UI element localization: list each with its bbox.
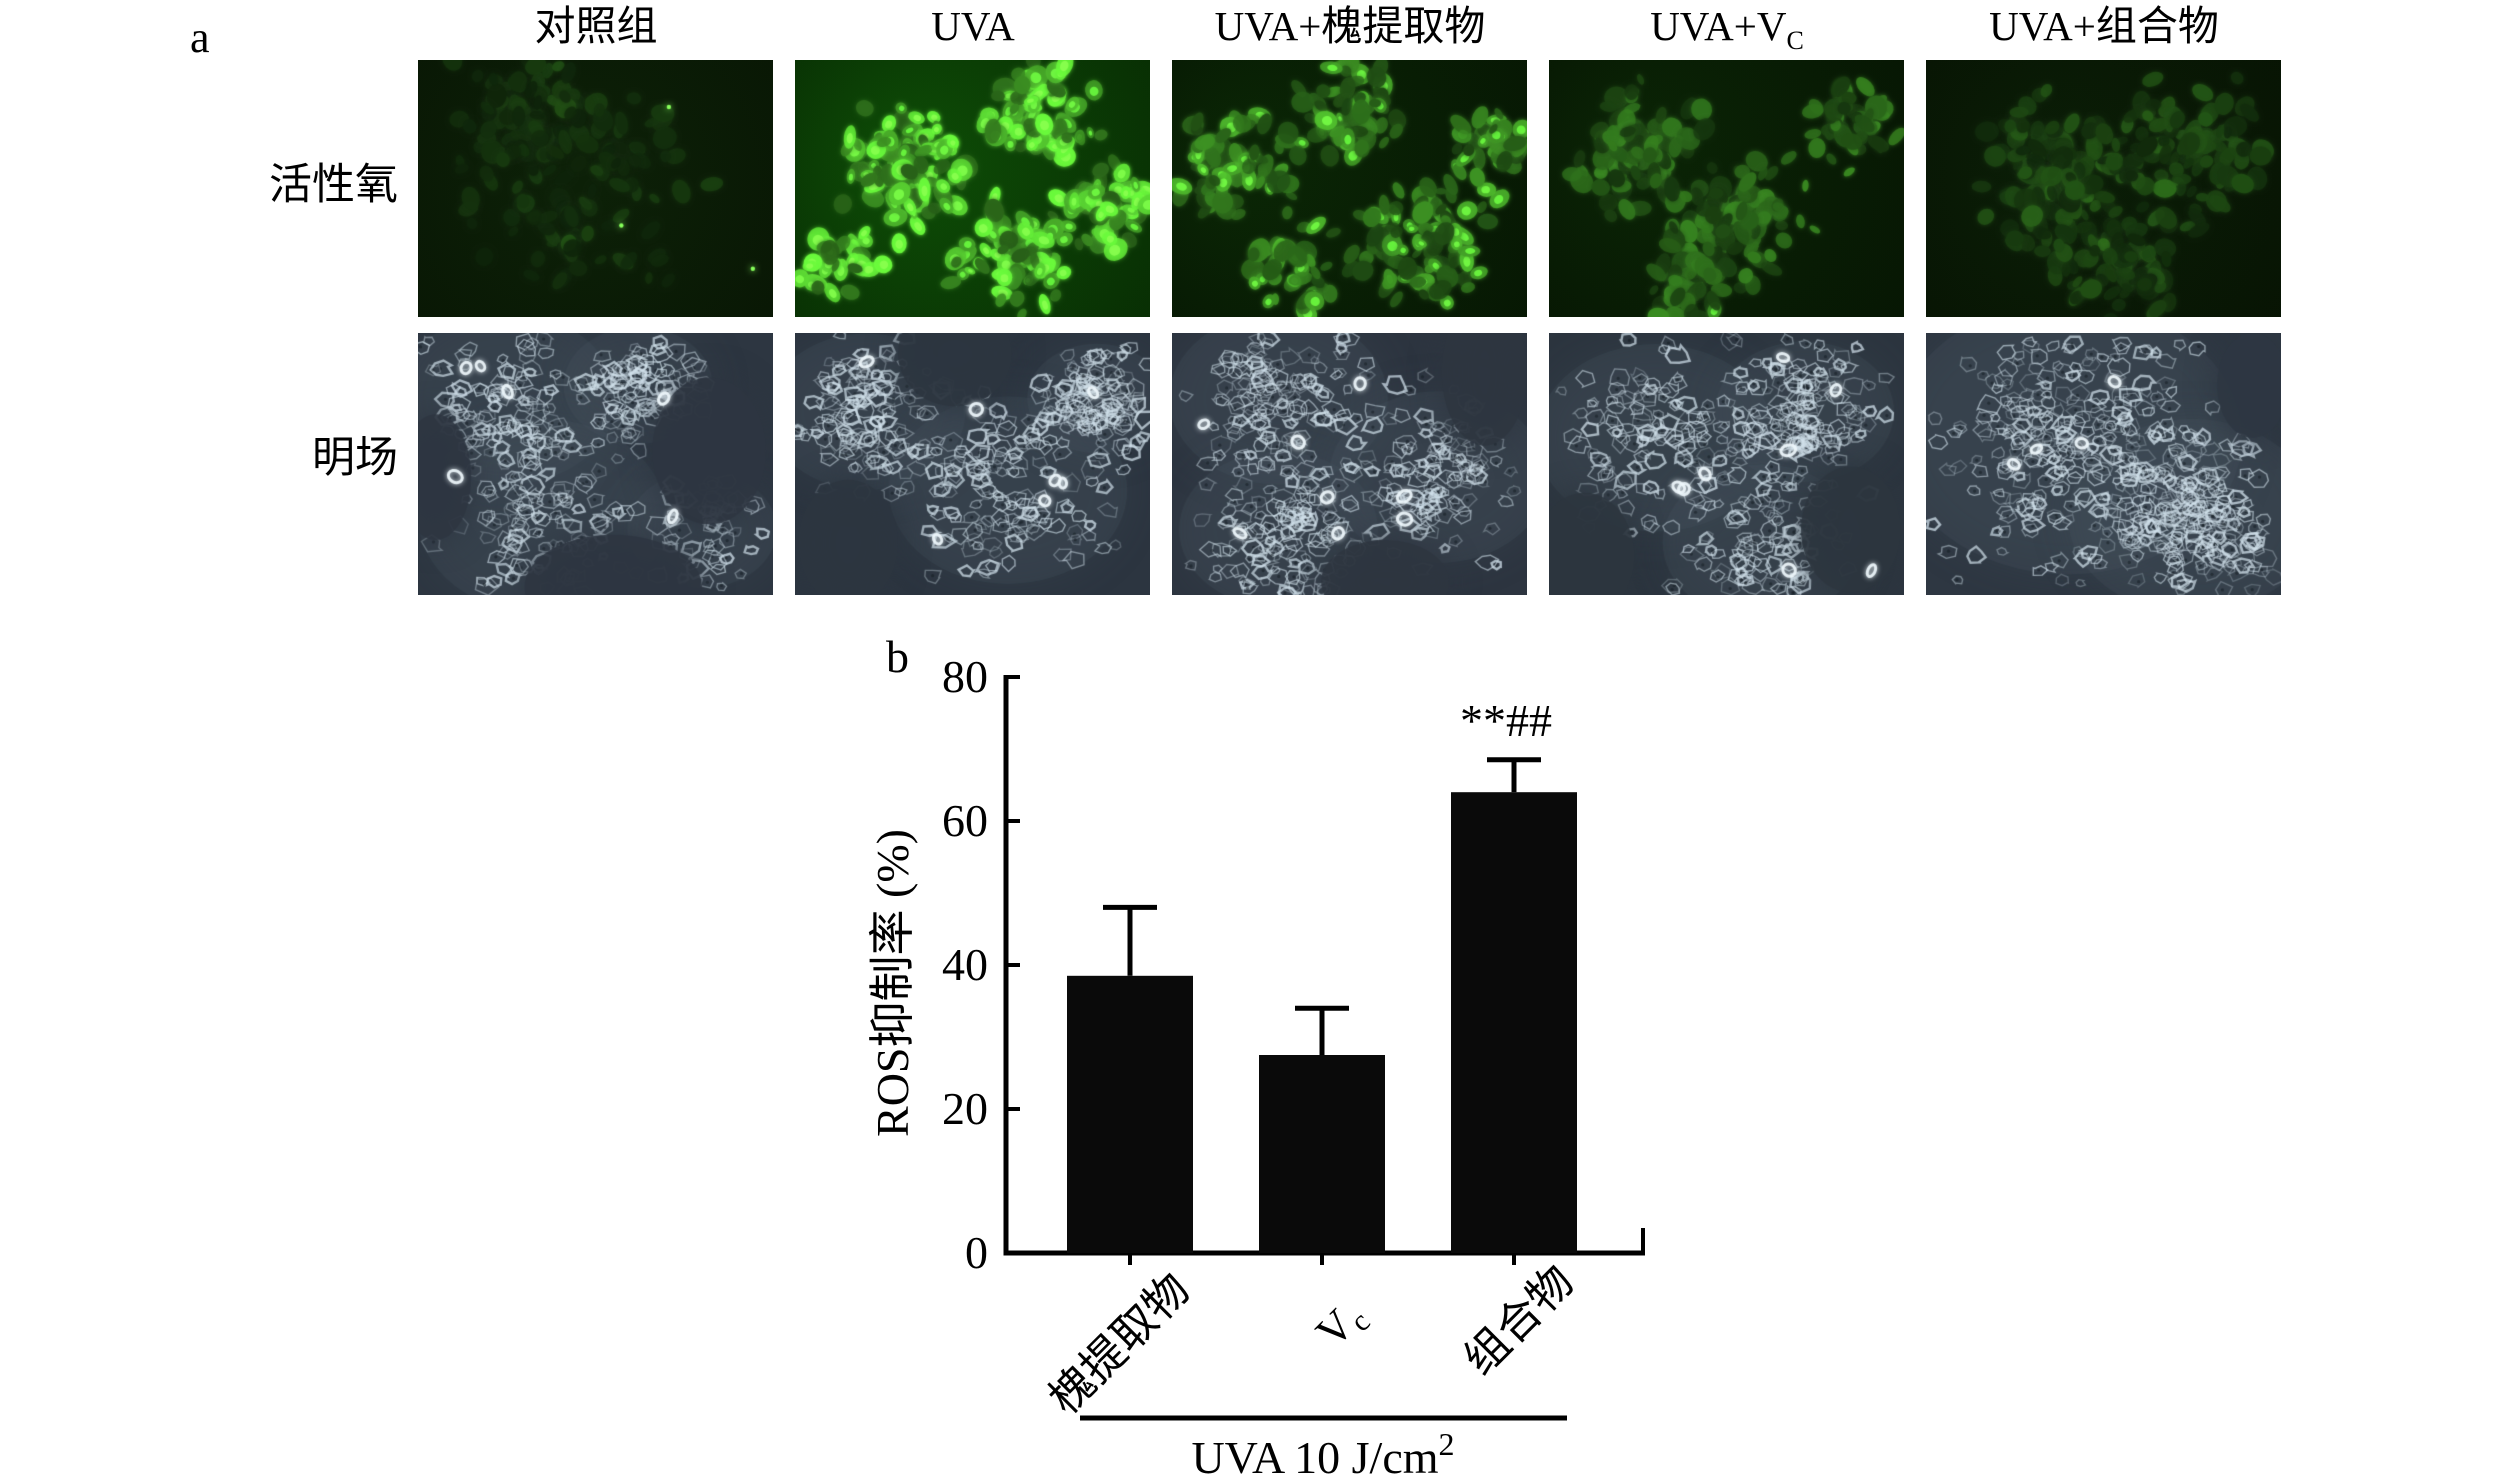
y-tick-label-40: 40 bbox=[942, 939, 988, 990]
brightfield-micrograph-uva bbox=[795, 333, 1150, 595]
brightfield-micrograph-uva-combo bbox=[1926, 333, 2281, 595]
panel-b-label: b bbox=[886, 631, 909, 682]
brightfield-micrograph-control bbox=[418, 333, 773, 595]
bar-2 bbox=[1451, 792, 1577, 1253]
y-tick-label-20: 20 bbox=[942, 1083, 988, 1134]
x-tick-label-0: 槐提取物 bbox=[1040, 1264, 1199, 1423]
y-tick-label-60: 60 bbox=[942, 795, 988, 846]
fluorescence-micrograph-uva-extract bbox=[1172, 60, 1527, 317]
brightfield-micrograph-uva-extract bbox=[1172, 333, 1527, 595]
row-label-ros: 活性氧 bbox=[269, 162, 398, 209]
x-tick-label-2: 组合物 bbox=[1455, 1256, 1583, 1384]
column-header-text: UVA+V bbox=[1650, 3, 1787, 49]
panel-a-label: a bbox=[190, 13, 210, 62]
bar-0 bbox=[1067, 975, 1193, 1253]
column-header-uva-vc: UVA+VC bbox=[1550, 2, 1904, 65]
column-header-text: UVA+组合物 bbox=[1989, 3, 2219, 49]
y-tick-label-0: 0 bbox=[965, 1227, 988, 1278]
column-header-subscript: C bbox=[1786, 26, 1804, 56]
fluorescence-micrograph-uva-vc bbox=[1549, 60, 1904, 317]
column-header-text: 对照组 bbox=[534, 3, 658, 49]
fluorescence-micrograph-control bbox=[418, 60, 773, 317]
column-header-uva-combo: UVA+组合物 bbox=[1927, 2, 2281, 50]
bar-1 bbox=[1259, 1055, 1385, 1253]
brightfield-micrograph-uva-vc bbox=[1549, 333, 1904, 595]
row-label-brightfield: 明场 bbox=[312, 435, 398, 482]
fluorescence-micrograph-uva bbox=[795, 60, 1150, 317]
y-axis-title: ROS抑制率 (%) bbox=[867, 829, 918, 1137]
significance-annotation: **## bbox=[1460, 695, 1552, 746]
column-header-text: UVA bbox=[931, 3, 1015, 49]
column-header-uva-extract: UVA+槐提取物 bbox=[1173, 2, 1527, 50]
column-header-uva: UVA bbox=[796, 2, 1150, 50]
column-header-control: 对照组 bbox=[419, 2, 773, 50]
x-tick-label-1: Vc bbox=[1307, 1290, 1377, 1360]
group-label: UVA 10 J/cm2 bbox=[1191, 1426, 1454, 1483]
column-header-text: UVA+槐提取物 bbox=[1214, 3, 1486, 49]
y-tick-label-80: 80 bbox=[942, 651, 988, 702]
fluorescence-micrograph-uva-combo bbox=[1926, 60, 2281, 317]
